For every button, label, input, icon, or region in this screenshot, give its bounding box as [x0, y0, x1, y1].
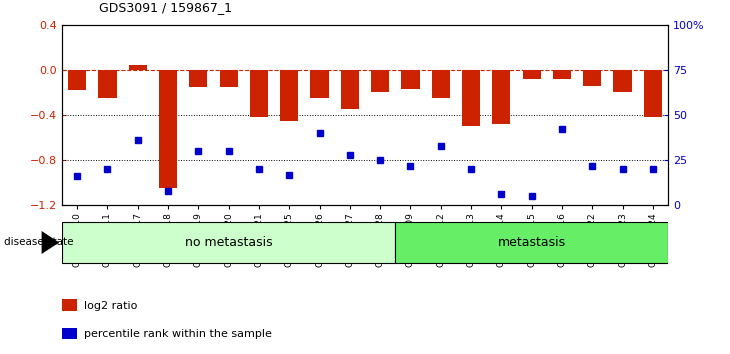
Bar	[250, 70, 268, 117]
Bar	[553, 70, 571, 79]
Bar	[280, 70, 299, 121]
Polygon shape	[42, 231, 59, 254]
Bar	[402, 70, 420, 89]
Bar	[341, 70, 359, 109]
Bar	[492, 70, 510, 124]
Bar	[371, 70, 389, 92]
Bar	[68, 70, 86, 90]
Text: metastasis: metastasis	[498, 236, 566, 249]
Bar	[62, 299, 77, 311]
Bar	[396, 222, 668, 263]
Bar	[644, 70, 662, 117]
Text: no metastasis: no metastasis	[185, 236, 272, 249]
Bar	[99, 70, 117, 98]
Bar	[431, 70, 450, 98]
Bar	[189, 70, 207, 87]
Bar	[523, 70, 541, 79]
Bar	[62, 327, 77, 339]
Text: percentile rank within the sample: percentile rank within the sample	[84, 329, 272, 339]
Bar	[462, 70, 480, 126]
Bar	[583, 70, 602, 86]
Bar	[613, 70, 631, 92]
Text: GDS3091 / 159867_1: GDS3091 / 159867_1	[99, 1, 231, 14]
Bar	[128, 65, 147, 70]
Text: disease state: disease state	[4, 238, 73, 247]
Text: log2 ratio: log2 ratio	[84, 301, 137, 311]
Bar	[220, 70, 238, 87]
Bar	[62, 222, 396, 263]
Bar	[310, 70, 328, 98]
Bar	[159, 70, 177, 188]
